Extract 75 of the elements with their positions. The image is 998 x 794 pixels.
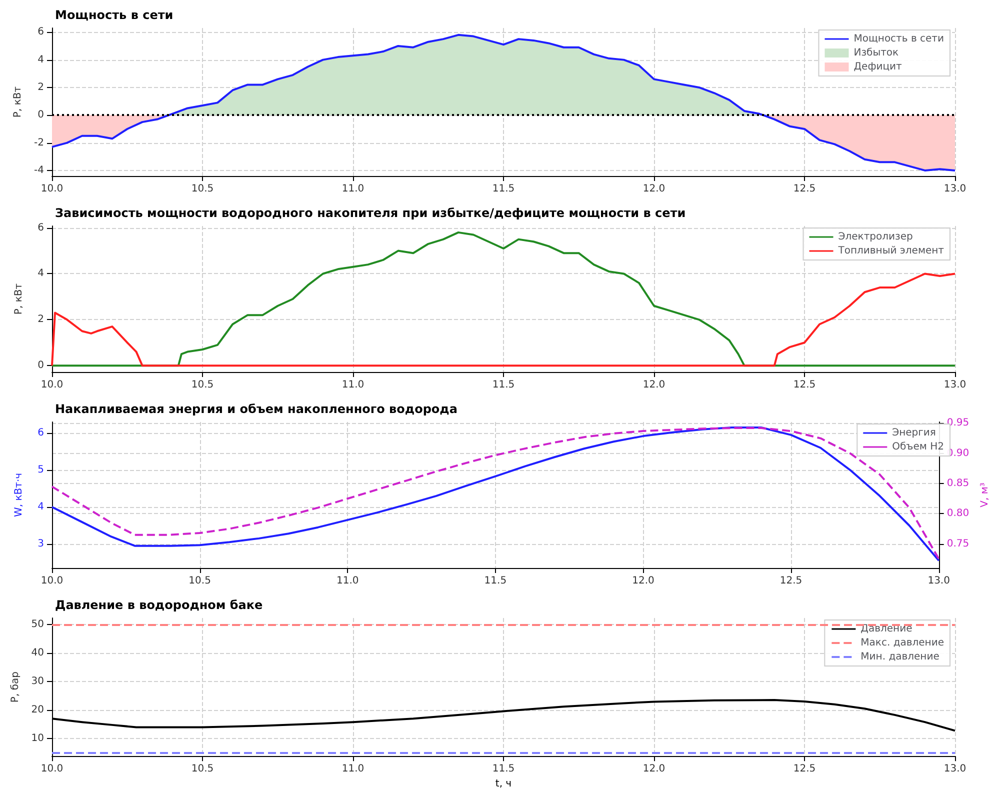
y-tick-label: 0 — [38, 360, 44, 372]
x-tick-label: 12.0 — [642, 380, 666, 390]
x-axis-title: t, ч — [495, 778, 512, 790]
x-tick-label: 11.0 — [342, 764, 364, 775]
y2-tick-label: 0.95 — [946, 418, 970, 429]
x-tick-label: 12.5 — [793, 184, 816, 194]
y-axis-title: P, кВт — [12, 86, 24, 118]
legend-label: Мощность в сети — [854, 34, 944, 44]
y-tick-label: 4 — [38, 54, 44, 66]
y-axis-title: P, бар — [10, 672, 21, 703]
x-tick-label: 10.5 — [191, 184, 214, 194]
x-tick-label: 13.0 — [928, 576, 950, 586]
x-tick-label: 10.0 — [40, 576, 64, 586]
x-tick-label: 12.0 — [642, 184, 666, 194]
x-tick-label: 13.0 — [944, 764, 966, 775]
legend-label: Избыток — [854, 48, 899, 58]
chart-title: Мощность в сети — [55, 8, 174, 22]
y-tick-label: 4 — [38, 502, 44, 513]
legend-label: Дефицит — [854, 62, 902, 72]
y-tick-label: 6 — [38, 222, 44, 234]
y-tick-label: 6 — [38, 428, 44, 439]
x-tick-label: 12.5 — [780, 576, 802, 586]
legend-label: Энергия — [892, 428, 936, 438]
y-tick-label: 6 — [38, 26, 44, 38]
legend-label: Топливный элемент — [837, 246, 944, 256]
x-tick-label: 12.0 — [642, 764, 666, 775]
x-tick-label: 10.5 — [191, 380, 214, 390]
y2-tick-label: 0.85 — [946, 478, 970, 490]
y-tick-label: 5 — [38, 464, 44, 476]
y-tick-label: -4 — [34, 164, 44, 176]
y-tick-label: 20 — [31, 704, 44, 716]
y-tick-label: 50 — [31, 618, 44, 630]
chart-title: Зависимость мощности водородного накопителя при избытке/дефиците мощности в сети — [55, 206, 686, 220]
legend-label: Мин. давление — [860, 652, 940, 662]
y-tick-label: 0 — [38, 110, 44, 121]
line-series — [51, 231, 956, 367]
y-tick-label: 30 — [31, 676, 44, 687]
x-tick-label: 10.0 — [40, 184, 64, 194]
y2-axis-title: V, м³ — [980, 482, 990, 508]
chart-title: Накапливаемая энергия и объем накопленного водорода — [55, 402, 458, 416]
line-series — [51, 272, 956, 367]
legend-label: Объем H2 — [892, 442, 944, 452]
legend-label: Давление — [860, 624, 912, 634]
x-tick-label: 12.0 — [632, 576, 654, 586]
chart-title: Давление в водородном баке — [55, 598, 263, 612]
line-series — [51, 34, 956, 172]
y-tick-label: 4 — [38, 268, 44, 280]
legend-label: Электролизер — [838, 232, 913, 242]
y-tick-label: 2 — [38, 314, 44, 326]
x-tick-label: 13.0 — [944, 380, 966, 390]
x-tick-label: 12.5 — [793, 380, 816, 390]
x-tick-label: 10.5 — [188, 576, 211, 586]
x-tick-label: 11.5 — [492, 764, 515, 775]
y-tick-label: 2 — [38, 82, 44, 93]
y-tick-label: 3 — [38, 538, 44, 550]
y2-tick-label: 0.80 — [946, 508, 970, 520]
y-tick-label: 10 — [31, 733, 44, 744]
x-tick-label: 10.5 — [191, 764, 214, 775]
y2-tick-label: 0.75 — [946, 538, 970, 550]
x-tick-label: 11.0 — [342, 380, 364, 390]
x-tick-label: 11.0 — [342, 184, 364, 194]
x-tick-label: 10.0 — [40, 764, 64, 775]
legend-label: Макс. давление — [860, 638, 944, 648]
x-tick-label: 11.5 — [492, 184, 515, 194]
y-tick-label: 40 — [31, 647, 44, 658]
y-axis-title: P, кВт — [14, 283, 24, 315]
y-tick-label: -2 — [34, 137, 44, 148]
y2-tick-label: 0.90 — [946, 448, 970, 459]
x-tick-label: 11.5 — [492, 380, 515, 390]
y-axis-title: W, кВт·ч — [14, 472, 24, 518]
x-tick-label: 12.5 — [793, 764, 816, 775]
x-tick-label: 11.5 — [484, 576, 507, 586]
x-tick-label: 10.0 — [40, 380, 64, 390]
x-tick-label: 11.0 — [336, 576, 359, 586]
x-tick-label: 13.0 — [944, 184, 966, 194]
